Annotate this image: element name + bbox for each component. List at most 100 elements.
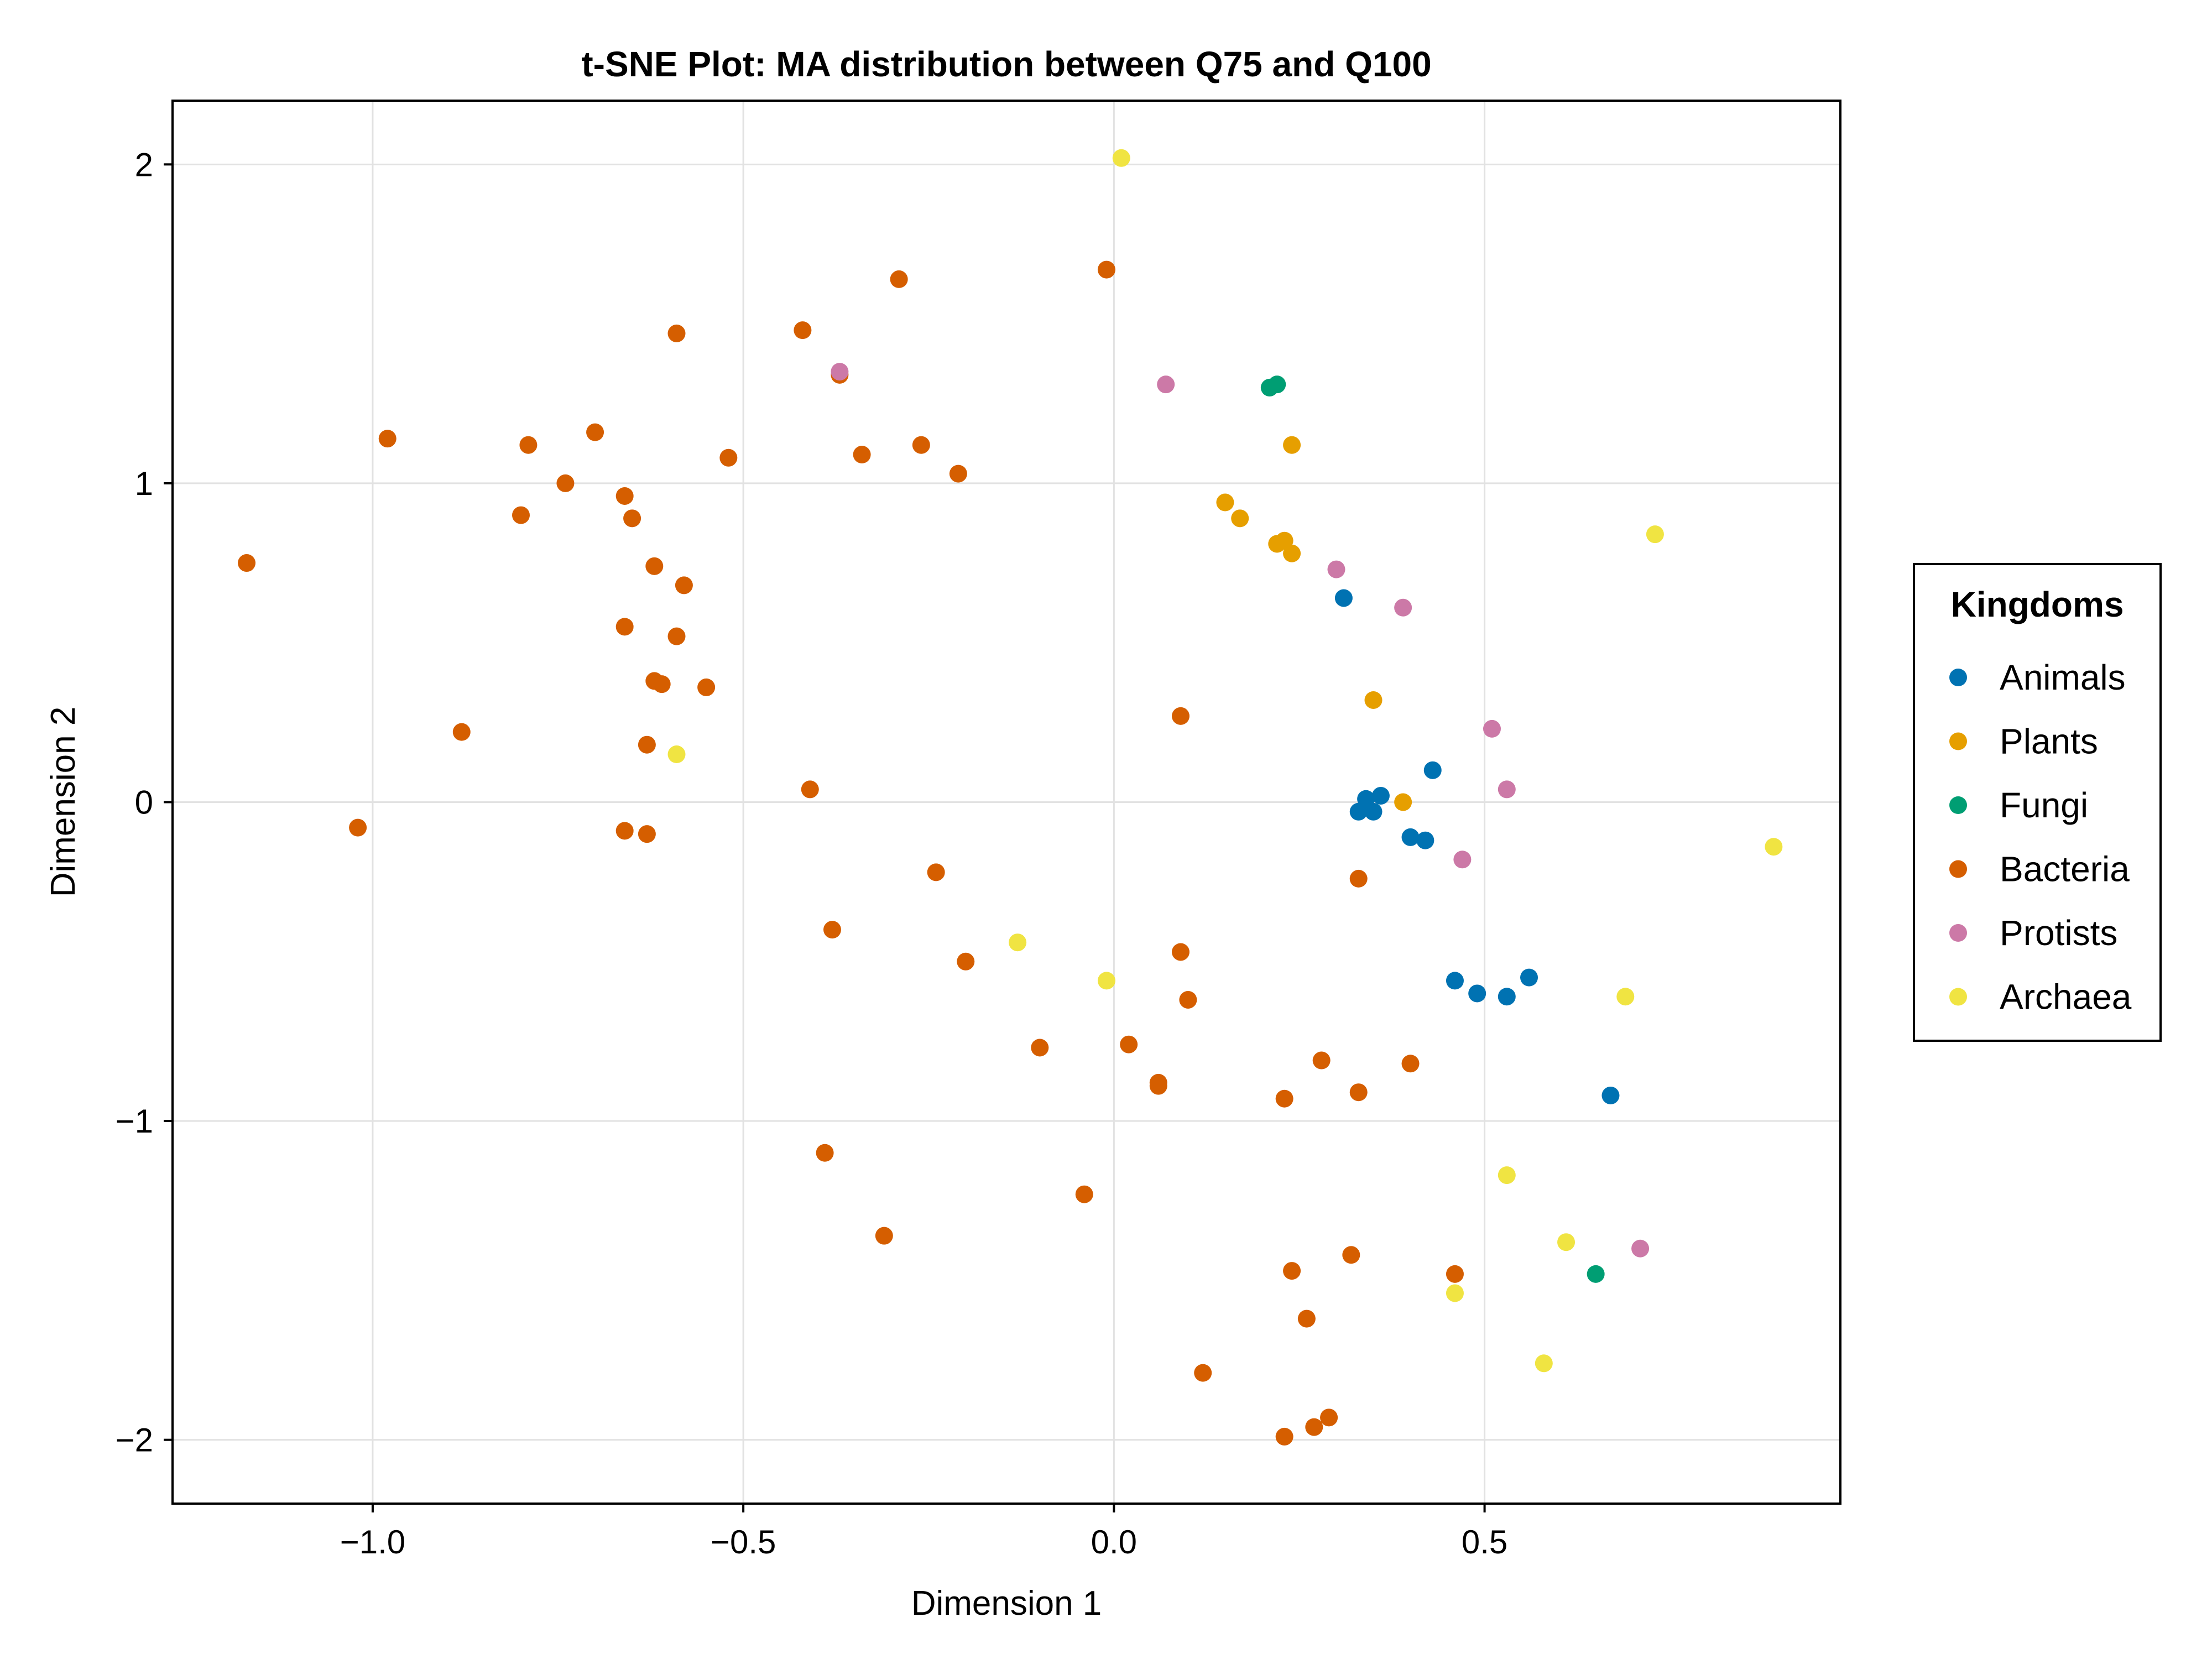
y-axis-label: Dimension 2 <box>44 707 82 898</box>
data-point-animals <box>1401 828 1420 846</box>
legend-label-fungi: Fungi <box>2000 785 2088 825</box>
legend-label-protists: Protists <box>2000 913 2117 953</box>
data-point-bacteria <box>349 818 367 837</box>
data-point-bacteria <box>816 1144 834 1162</box>
data-point-bacteria <box>1320 1408 1338 1427</box>
y-tick-label: −2 <box>116 1422 153 1459</box>
data-point-plants <box>1275 531 1293 550</box>
data-point-bacteria <box>556 474 575 492</box>
data-point-bacteria <box>519 436 538 454</box>
data-point-protists <box>1327 560 1345 578</box>
data-point-bacteria <box>823 921 841 939</box>
data-point-archaea <box>1557 1233 1575 1251</box>
legend-marker-plants <box>1949 732 1967 750</box>
data-point-animals <box>1601 1086 1620 1104</box>
data-point-animals <box>1423 761 1442 779</box>
data-point-animals <box>1334 589 1353 607</box>
data-point-bacteria <box>801 780 819 799</box>
data-point-bacteria <box>853 446 871 464</box>
data-point-bacteria <box>1120 1035 1138 1053</box>
data-point-archaea <box>1112 149 1130 167</box>
legend-label-animals: Animals <box>2000 658 2126 697</box>
legend-label-bacteria: Bacteria <box>2000 849 2130 889</box>
data-point-archaea <box>1646 525 1664 544</box>
legend: Kingdoms Animals Plants Fungi Bacteria Proti… <box>1913 563 2162 1042</box>
data-point-archaea <box>1535 1354 1553 1373</box>
data-point-bacteria <box>697 678 716 696</box>
data-point-bacteria <box>1275 1089 1293 1108</box>
legend-marker-fungi <box>1949 796 1967 814</box>
legend-label-plants: Plants <box>2000 722 2098 761</box>
x-tick-label: −0.5 <box>711 1524 776 1561</box>
data-point-archaea <box>1765 838 1783 856</box>
data-point-bacteria <box>638 825 656 843</box>
legend-label-archaea: Archaea <box>2000 977 2132 1017</box>
legend-marker-animals <box>1949 669 1967 686</box>
data-point-bacteria <box>949 465 967 483</box>
data-point-plants <box>1364 691 1383 709</box>
axis-ticks: −1.0 −0.5 0.0 0.5 −2 −1 0 1 2 <box>116 146 1508 1561</box>
data-point-bacteria <box>615 487 634 505</box>
data-point-bacteria <box>512 506 530 524</box>
data-point-protists <box>1483 719 1501 738</box>
data-point-bacteria <box>623 509 641 528</box>
data-points <box>238 149 1783 1446</box>
data-point-bacteria <box>1172 707 1190 725</box>
data-point-bacteria <box>1342 1246 1360 1264</box>
data-point-bacteria <box>875 1227 893 1245</box>
data-point-animals <box>1520 968 1538 987</box>
legend-frame <box>1913 563 2162 1042</box>
data-point-animals <box>1446 972 1464 990</box>
data-point-bacteria <box>1275 1427 1293 1446</box>
data-point-animals <box>1498 988 1516 1006</box>
data-point-bacteria <box>1172 943 1190 961</box>
data-point-bacteria <box>238 554 256 572</box>
legend-marker-protists <box>1949 924 1967 942</box>
legend-items: Animals Plants Fungi Bacteria Protists Archae… <box>1949 658 2132 1017</box>
x-tick-label: 0.0 <box>1091 1524 1137 1561</box>
data-point-bacteria <box>667 324 686 342</box>
data-point-archaea <box>1009 933 1027 952</box>
data-point-archaea <box>1498 1166 1516 1185</box>
data-point-bacteria <box>1097 260 1115 279</box>
data-point-bacteria <box>912 436 930 454</box>
data-point-archaea <box>1446 1284 1464 1302</box>
data-point-bacteria <box>1075 1185 1093 1203</box>
legend-title: Kingdoms <box>1951 585 2124 624</box>
grid-lines <box>173 101 1840 1504</box>
data-point-bacteria <box>1446 1265 1464 1283</box>
x-axis-label: Dimension 1 <box>911 1584 1102 1623</box>
data-point-bacteria <box>586 423 604 441</box>
data-point-protists <box>1631 1239 1650 1258</box>
data-point-archaea <box>1616 988 1635 1006</box>
data-point-animals <box>1371 786 1390 805</box>
data-point-bacteria <box>638 735 656 754</box>
data-point-plants <box>1394 793 1412 811</box>
data-point-protists <box>1157 375 1175 394</box>
data-point-bacteria <box>1312 1051 1331 1070</box>
data-point-protists <box>1498 780 1516 799</box>
y-tick-label: −1 <box>116 1103 153 1140</box>
data-point-bacteria <box>615 618 634 636</box>
chart-title: t-SNE Plot: MA distribution between Q75 … <box>581 44 1431 84</box>
x-tick-label: 0.5 <box>1462 1524 1507 1561</box>
data-point-animals <box>1468 984 1486 1003</box>
data-point-protists <box>1394 598 1412 617</box>
x-tick-label: −1.0 <box>340 1524 405 1561</box>
data-point-bacteria <box>452 723 471 741</box>
data-point-protists <box>831 363 849 381</box>
data-point-bacteria <box>675 576 693 594</box>
data-point-bacteria <box>1305 1418 1323 1436</box>
data-point-bacteria <box>1349 869 1368 888</box>
data-point-animals <box>1364 802 1383 821</box>
data-point-plants <box>1283 436 1301 454</box>
data-point-bacteria <box>794 321 812 340</box>
data-point-bacteria <box>653 675 671 693</box>
data-point-bacteria <box>645 557 664 575</box>
data-point-bacteria <box>615 822 634 840</box>
data-point-plants <box>1216 493 1234 512</box>
data-point-bacteria <box>1149 1073 1167 1092</box>
data-point-bacteria <box>1283 1262 1301 1280</box>
